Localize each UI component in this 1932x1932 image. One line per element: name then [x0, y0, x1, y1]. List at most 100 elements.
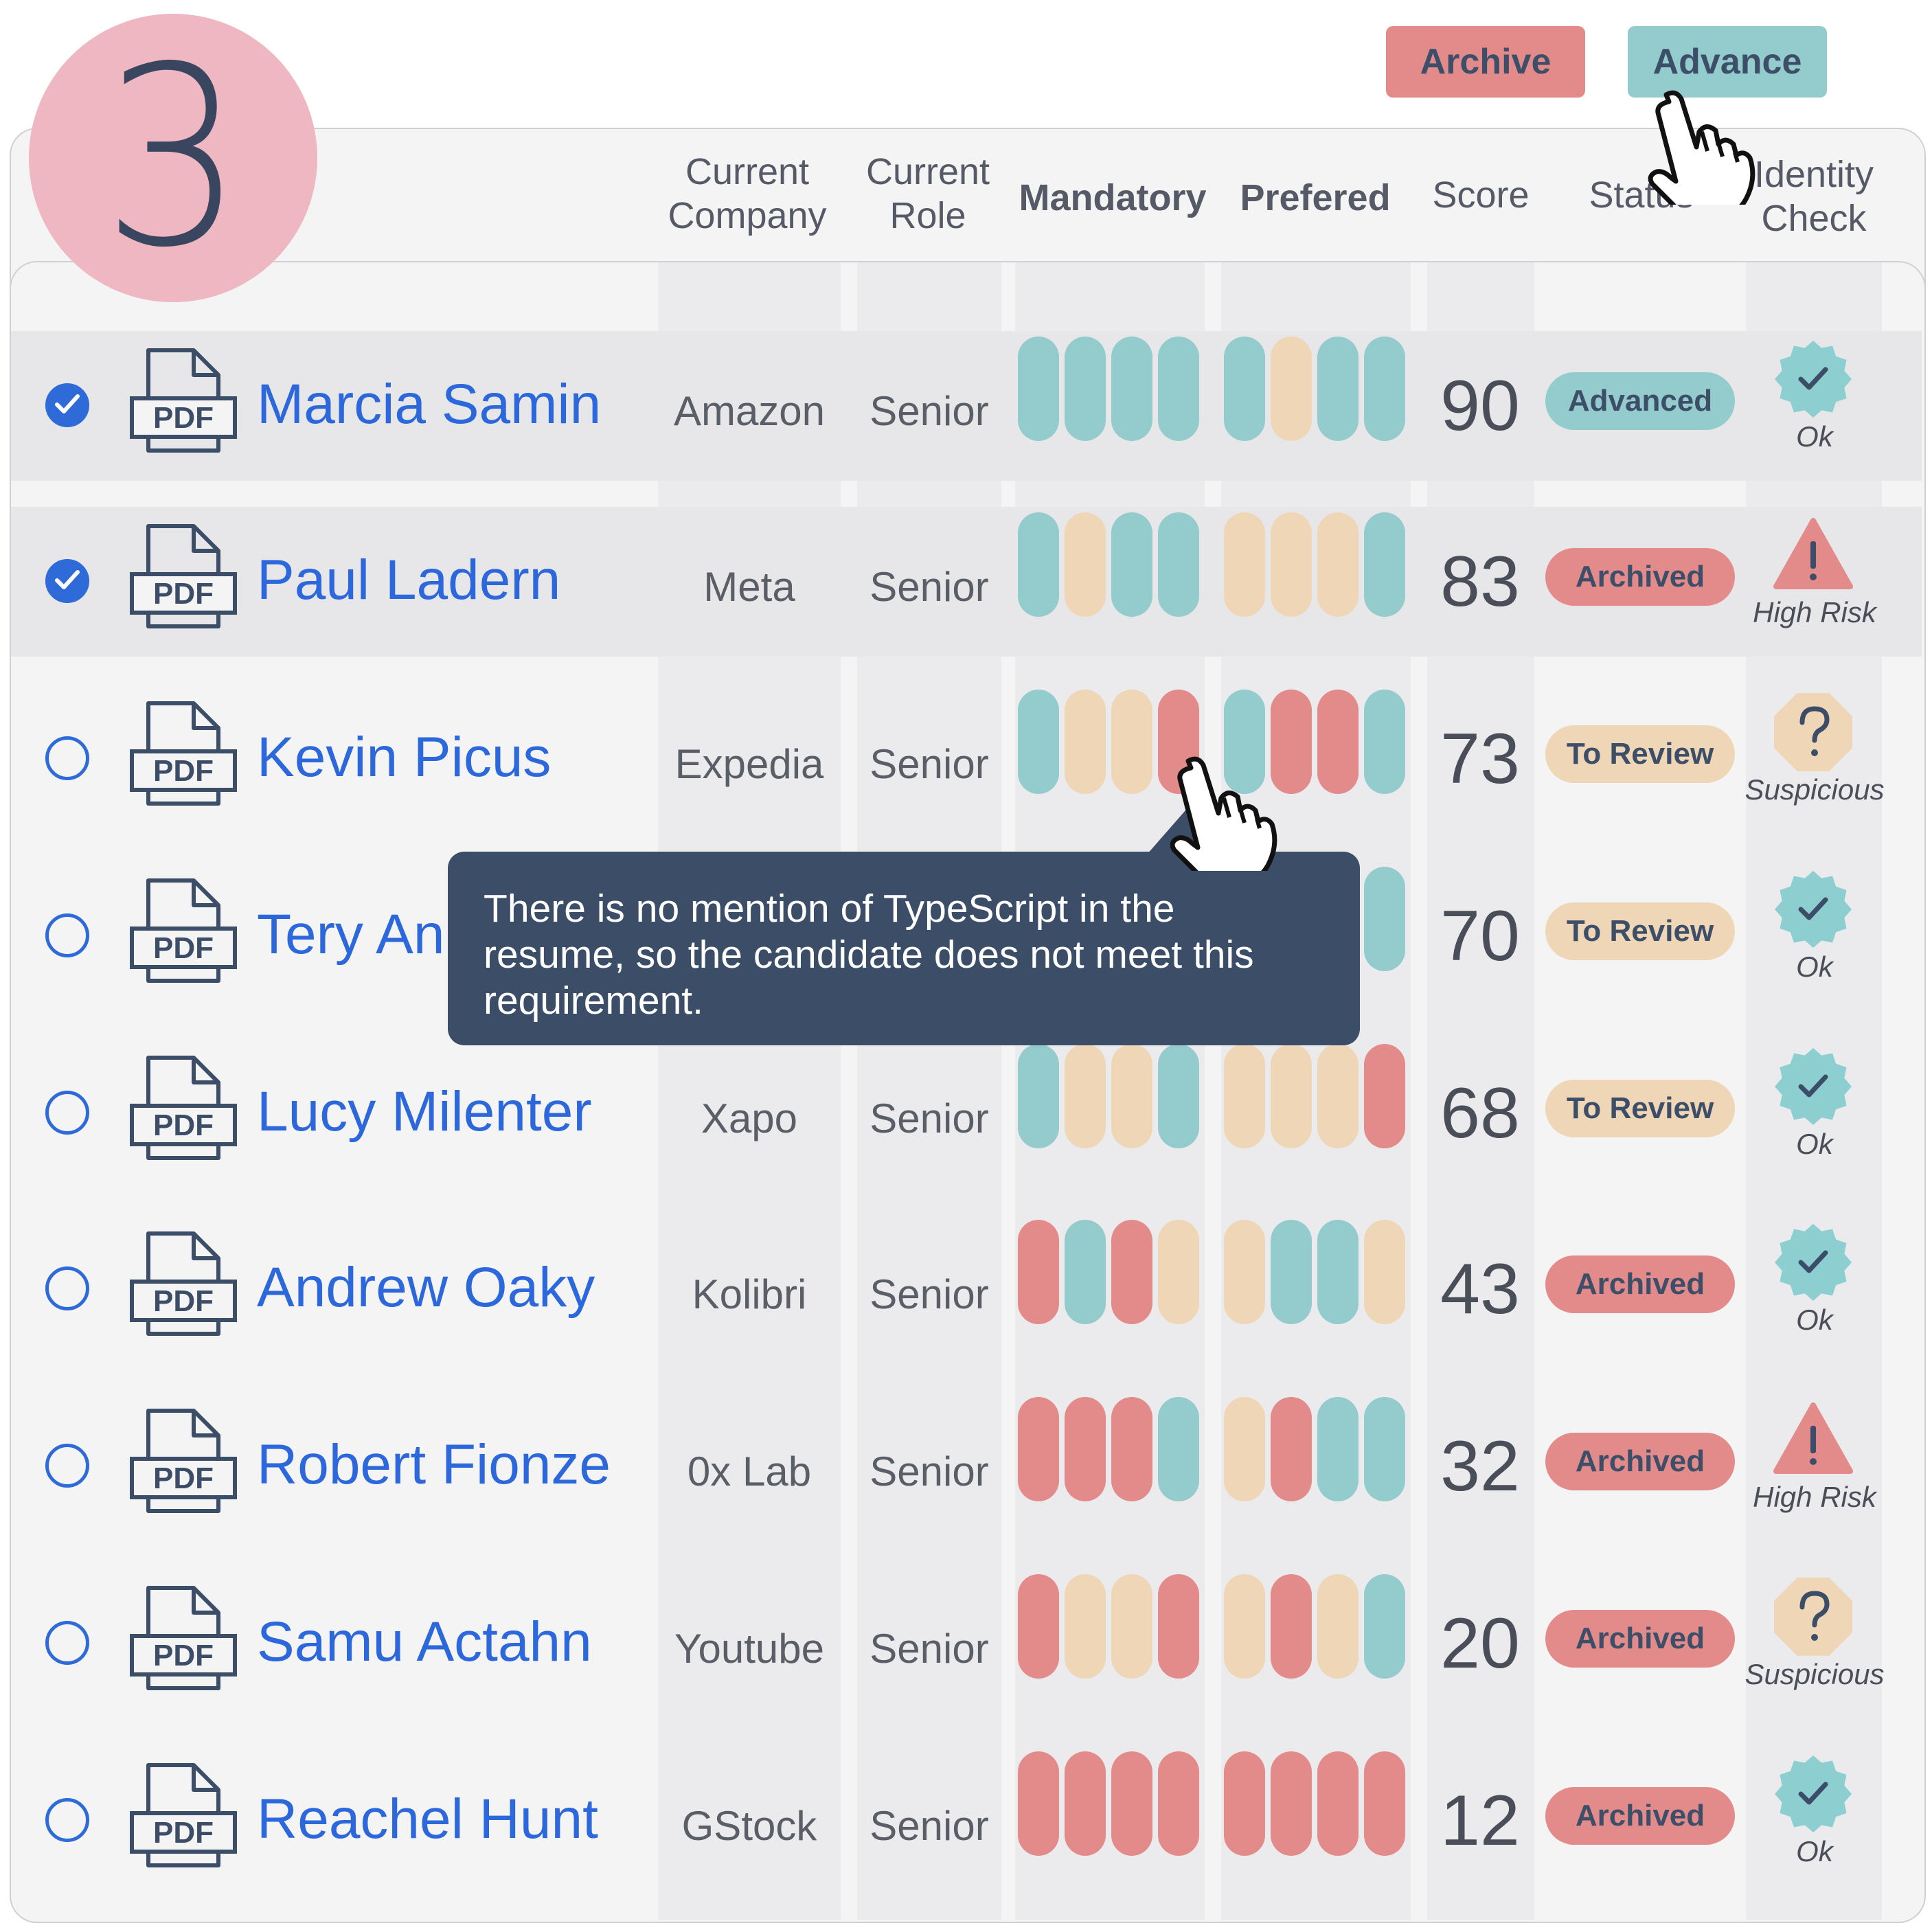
row-select-checkbox[interactable] [45, 383, 89, 427]
prefered-requirement-indicator[interactable] [1224, 1220, 1265, 1324]
mandatory-requirement-indicator[interactable] [1111, 337, 1152, 441]
header-identity-check[interactable]: Identity Check [1738, 152, 1890, 240]
prefered-requirement-indicator[interactable] [1364, 1397, 1405, 1501]
candidate-name-link[interactable]: Samu Actahn [257, 1611, 592, 1673]
prefered-requirement-indicator[interactable] [1317, 690, 1359, 794]
mandatory-requirement-indicator[interactable] [1158, 512, 1199, 617]
row-select-checkbox[interactable] [45, 736, 89, 780]
mandatory-requirement-indicator[interactable] [1111, 690, 1152, 794]
pdf-file-icon[interactable]: PDF [129, 1408, 239, 1515]
row-select-checkbox[interactable] [45, 559, 89, 603]
mandatory-requirement-indicator[interactable] [1018, 1751, 1059, 1856]
mandatory-requirement-indicator[interactable] [1158, 1397, 1199, 1501]
pdf-file-icon[interactable]: PDF [129, 1762, 239, 1870]
candidate-name-link[interactable]: Marcia Samin [257, 373, 602, 435]
prefered-requirement-indicator[interactable] [1317, 1044, 1359, 1148]
mandatory-requirement-indicator[interactable] [1065, 1574, 1106, 1679]
mandatory-requirement-indicator[interactable] [1018, 1044, 1059, 1148]
mandatory-requirement-indicator[interactable] [1065, 1044, 1106, 1148]
prefered-requirement-indicator[interactable] [1271, 1574, 1312, 1679]
prefered-requirement-indicator[interactable] [1271, 1220, 1312, 1324]
prefered-requirement-indicator[interactable] [1364, 1044, 1405, 1148]
prefered-requirement-indicator[interactable] [1317, 1397, 1359, 1501]
mandatory-requirement-indicator[interactable] [1018, 690, 1059, 794]
pdf-file-icon[interactable]: PDF [129, 1055, 239, 1162]
candidate-name-link[interactable]: Kevin Picus [257, 726, 552, 788]
mandatory-requirement-indicator[interactable] [1018, 337, 1059, 441]
mandatory-requirement-indicator[interactable] [1158, 337, 1199, 441]
mandatory-requirement-indicator[interactable] [1158, 1044, 1199, 1148]
mandatory-requirement-indicator[interactable] [1018, 512, 1059, 617]
mandatory-requirement-indicator[interactable] [1158, 1751, 1199, 1856]
mandatory-requirement-indicator[interactable] [1065, 1751, 1106, 1856]
pdf-file-icon[interactable]: PDF [129, 701, 239, 808]
prefered-requirement-indicator[interactable] [1364, 690, 1405, 794]
prefered-requirement-indicator[interactable] [1271, 1044, 1312, 1148]
mandatory-requirement-indicator[interactable] [1065, 337, 1106, 441]
prefered-requirement-indicator[interactable] [1271, 690, 1312, 794]
pdf-file-icon[interactable]: PDF [129, 1231, 239, 1338]
prefered-requirement-indicator[interactable] [1224, 337, 1265, 441]
mandatory-requirement-indicator[interactable] [1111, 512, 1152, 617]
mandatory-requirement-indicator[interactable] [1018, 1397, 1059, 1501]
candidate-name-link[interactable]: Paul Ladern [257, 549, 561, 611]
prefered-requirement-indicator[interactable] [1317, 512, 1359, 617]
prefered-requirement-indicator[interactable] [1364, 1574, 1405, 1679]
prefered-requirement-indicator[interactable] [1317, 1220, 1359, 1324]
mandatory-requirement-indicator[interactable] [1111, 1574, 1152, 1679]
mandatory-requirement-indicator[interactable] [1018, 1220, 1059, 1324]
prefered-requirement-indicator[interactable] [1224, 1574, 1265, 1679]
row-select-checkbox[interactable] [45, 1091, 89, 1135]
prefered-requirement-indicator[interactable] [1317, 1751, 1359, 1856]
mandatory-requirement-indicator[interactable] [1111, 1044, 1152, 1148]
prefered-requirement-indicator[interactable] [1224, 1044, 1265, 1148]
prefered-requirement-indicator[interactable] [1317, 337, 1359, 441]
candidate-name-link[interactable]: Lucy Milenter [257, 1080, 592, 1143]
row-select-checkbox[interactable] [45, 1266, 89, 1310]
row-select-checkbox[interactable] [45, 1621, 89, 1665]
prefered-requirement-indicator[interactable] [1364, 512, 1405, 617]
candidate-name-link[interactable]: Robert Fionze [257, 1433, 611, 1496]
prefered-requirement-indicator[interactable] [1364, 337, 1405, 441]
pdf-file-icon[interactable]: PDF [129, 523, 239, 630]
pdf-file-icon[interactable]: PDF [129, 348, 239, 455]
header-current-company[interactable]: Current Company [644, 150, 850, 238]
mandatory-requirement-indicator[interactable] [1158, 1220, 1199, 1324]
row-select-checkbox[interactable] [45, 1444, 89, 1488]
row-select-checkbox[interactable] [45, 913, 89, 957]
row-select-checkbox[interactable] [45, 1798, 89, 1842]
header-mandatory[interactable]: Mandatory [1019, 177, 1207, 218]
header-current-role[interactable]: Current Role [848, 150, 1008, 238]
mandatory-requirement-indicator[interactable] [1018, 1574, 1059, 1679]
mandatory-requirement-indicator[interactable] [1111, 1220, 1152, 1324]
mandatory-requirement-indicator[interactable] [1111, 1397, 1152, 1501]
header-score[interactable]: Score [1432, 174, 1530, 216]
archive-button[interactable]: Archive [1386, 26, 1585, 98]
prefered-requirement-indicator[interactable] [1364, 1220, 1405, 1324]
pdf-file-icon[interactable]: PDF [129, 1585, 239, 1692]
prefered-requirement-indicator[interactable] [1364, 867, 1405, 971]
prefered-requirement-indicator[interactable] [1364, 1751, 1405, 1856]
mandatory-requirement-indicator[interactable] [1065, 1220, 1106, 1324]
prefered-requirement-indicator[interactable] [1224, 1751, 1265, 1856]
prefered-requirement-indicator[interactable] [1224, 512, 1265, 617]
prefered-requirement-indicator[interactable] [1271, 512, 1312, 617]
candidate-name-link[interactable]: Andrew Oaky [257, 1256, 595, 1319]
prefered-requirement-indicator[interactable] [1224, 690, 1265, 794]
mandatory-requirement-indicator[interactable] [1158, 1574, 1199, 1679]
mandatory-requirement-indicator[interactable] [1065, 690, 1106, 794]
candidate-name-link[interactable]: Tery An [257, 903, 445, 966]
prefered-requirement-indicator[interactable] [1317, 1574, 1359, 1679]
candidate-name-link[interactable]: Reachel Hunt [257, 1788, 598, 1850]
prefered-requirement-indicator[interactable] [1271, 1751, 1312, 1856]
pdf-file-icon[interactable]: PDF [129, 878, 239, 985]
prefered-requirement-indicator[interactable] [1224, 1397, 1265, 1501]
mandatory-requirement-indicator[interactable] [1111, 1751, 1152, 1856]
prefered-requirement-indicator[interactable] [1271, 337, 1312, 441]
header-prefered[interactable]: Prefered [1240, 177, 1391, 218]
mandatory-requirement-indicator[interactable] [1065, 512, 1106, 617]
advance-button[interactable]: Advance [1628, 26, 1827, 98]
prefered-requirement-indicator[interactable] [1271, 1397, 1312, 1501]
mandatory-requirement-indicator[interactable] [1065, 1397, 1106, 1501]
current-company: Kolibri [692, 1271, 807, 1317]
